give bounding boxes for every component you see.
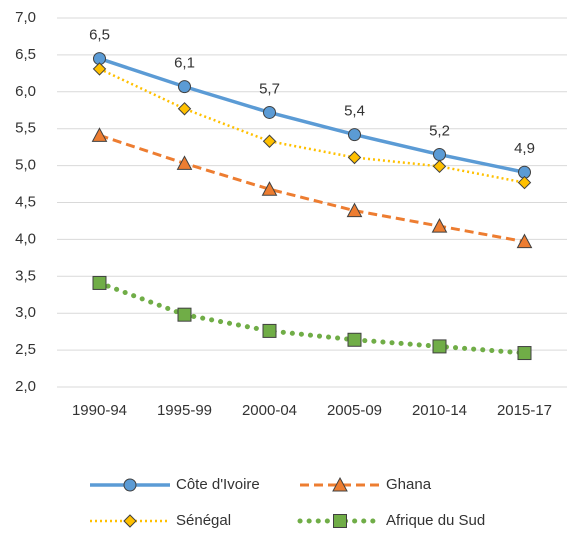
marker xyxy=(433,148,446,162)
marker xyxy=(92,275,107,290)
y-tick-label: 7,0 xyxy=(15,9,36,26)
data-label: 5,4 xyxy=(344,103,365,120)
marker xyxy=(177,102,192,116)
data-label: 5,7 xyxy=(259,80,280,97)
y-tick-label: 5,5 xyxy=(15,120,36,137)
marker xyxy=(431,218,448,233)
legend-label: Afrique du Sud xyxy=(386,512,485,529)
marker xyxy=(348,128,361,142)
marker xyxy=(262,134,277,148)
series-line xyxy=(97,280,527,356)
data-label: 5,2 xyxy=(429,122,450,139)
y-tick-label: 3,5 xyxy=(15,267,36,284)
marker xyxy=(92,62,107,76)
legend-label: Sénégal xyxy=(176,512,231,529)
y-tick-label: 3,0 xyxy=(15,304,36,321)
marker xyxy=(262,323,277,338)
legend-marker xyxy=(123,478,137,492)
marker xyxy=(432,339,447,354)
series-line xyxy=(98,56,525,174)
marker xyxy=(347,150,362,165)
legend-marker xyxy=(332,476,348,492)
marker xyxy=(177,307,192,322)
x-tick-label: 2010-14 xyxy=(412,402,467,419)
x-tick-label: 2015-17 xyxy=(497,402,552,419)
marker xyxy=(432,159,447,174)
y-tick-label: 4,0 xyxy=(15,230,36,247)
y-tick-label: 2,5 xyxy=(15,341,36,358)
x-tick-label: 1995-99 xyxy=(157,402,212,419)
y-tick-label: 6,0 xyxy=(15,83,36,100)
marker xyxy=(517,175,532,190)
series-line xyxy=(98,67,525,184)
marker xyxy=(91,127,108,142)
x-tick-label: 1990-94 xyxy=(72,402,127,419)
data-label: 4,9 xyxy=(514,140,535,157)
data-label: 6,5 xyxy=(89,27,110,44)
marker xyxy=(176,155,193,170)
y-tick-label: 6,5 xyxy=(15,46,36,63)
y-tick-label: 4,5 xyxy=(15,193,36,210)
series-line xyxy=(99,133,525,244)
y-tick-label: 2,0 xyxy=(15,378,36,395)
legend-marker xyxy=(123,514,137,528)
marker xyxy=(517,346,532,361)
marker xyxy=(516,233,533,249)
marker xyxy=(263,105,276,119)
legend-label: Ghana xyxy=(386,476,432,493)
x-tick-label: 2000-04 xyxy=(242,402,297,419)
marker xyxy=(261,181,278,196)
y-tick-label: 5,0 xyxy=(15,157,36,174)
legend-marker xyxy=(333,514,347,528)
data-label: 6,1 xyxy=(174,55,195,72)
x-tick-label: 2005-09 xyxy=(327,402,382,419)
marker xyxy=(346,202,363,218)
marker xyxy=(347,332,362,347)
legend-label: Côte d'Ivoire xyxy=(176,476,260,493)
marker xyxy=(178,80,191,94)
